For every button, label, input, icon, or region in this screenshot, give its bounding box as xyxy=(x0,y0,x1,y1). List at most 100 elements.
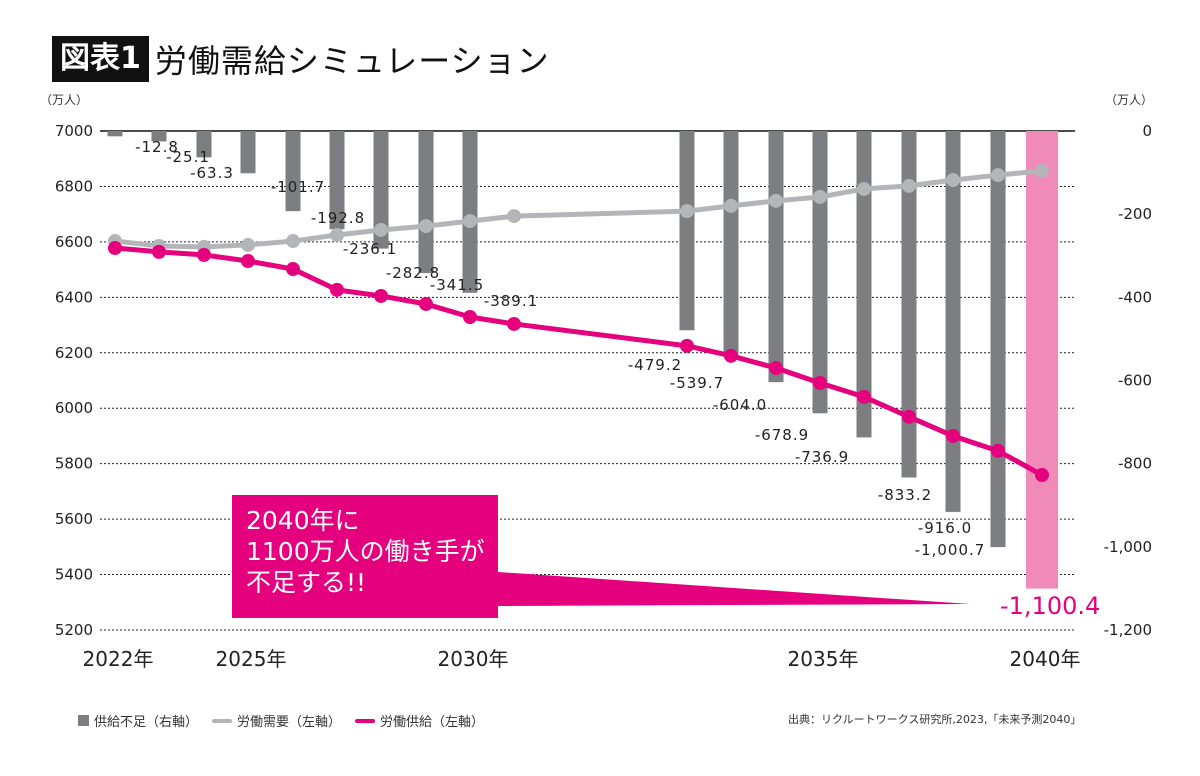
left-tick-label: 6000 xyxy=(55,399,93,417)
point-supply-2025 xyxy=(241,254,255,269)
right-tick-label: -1,000 xyxy=(1104,538,1152,556)
right-tick-label: -200 xyxy=(1118,205,1152,223)
bar-data-label: -25.1 xyxy=(166,148,210,166)
point-demand-2029 xyxy=(419,219,433,234)
x-tick-label: 2040年 xyxy=(1010,647,1081,671)
point-supply-2032 xyxy=(680,338,694,353)
bar-data-label-highlight: -1,100.4 xyxy=(1000,592,1100,620)
bar-shortage-2028 xyxy=(373,131,389,249)
point-supply-2026 xyxy=(286,262,300,277)
legend-swatch-line-icon xyxy=(212,718,233,723)
callout-line-1: 2040年に xyxy=(246,506,360,535)
point-supply-2036 xyxy=(857,389,871,404)
bar-shortage-2040 xyxy=(1026,131,1058,589)
point-demand-2035 xyxy=(813,189,827,204)
callout-box: 2040年に 1100万人の働き手が 不足する!! xyxy=(232,495,498,618)
x-tick-label: 2022年 xyxy=(83,647,154,671)
point-supply-2022 xyxy=(108,240,122,255)
left-tick-label: 5600 xyxy=(55,510,93,528)
point-demand-2030 xyxy=(463,214,477,229)
point-supply-2034 xyxy=(769,361,783,376)
point-demand-2031 xyxy=(507,209,521,224)
point-demand-2027 xyxy=(330,227,344,242)
bar-data-label: -916.0 xyxy=(918,519,972,537)
point-demand-2033 xyxy=(724,198,738,213)
bar-data-label: -389.1 xyxy=(484,292,538,310)
chart-title-block: 図表1 労働需給シミュレーション xyxy=(52,36,550,82)
point-supply-2023 xyxy=(152,244,166,259)
legend-label: 労働需要（左軸） xyxy=(237,715,342,730)
point-supply-2028 xyxy=(374,288,388,303)
point-demand-2039 xyxy=(991,168,1005,183)
point-supply-2040 xyxy=(1035,468,1049,483)
legend-swatch-line-icon xyxy=(355,718,376,723)
left-tick-label: 6400 xyxy=(55,288,93,306)
right-tick-label: -1,200 xyxy=(1104,621,1152,639)
bar-data-label: -63.3 xyxy=(190,164,234,182)
left-tick-label: 5800 xyxy=(55,455,93,473)
callout-line-2: 1100万人の働き手が xyxy=(246,537,485,566)
bar-data-label: -282.8 xyxy=(386,264,440,282)
bar-shortage-2025 xyxy=(240,131,256,174)
point-demand-2026 xyxy=(286,234,300,249)
bar-shortage-2023 xyxy=(151,131,167,142)
point-demand-2040 xyxy=(1035,163,1049,178)
right-axis-unit: （万人） xyxy=(1105,93,1153,107)
bar-shortage-2033 xyxy=(723,131,739,356)
point-demand-2034 xyxy=(769,193,783,208)
legend-item-demand: 労働需要（左軸） xyxy=(212,711,341,730)
point-supply-2033 xyxy=(724,348,738,363)
point-demand-2032 xyxy=(680,204,694,219)
chart-title: 労働需給シミュレーション xyxy=(154,42,550,80)
bar-data-label: -1,000.7 xyxy=(915,541,986,559)
legend-swatch-square-icon xyxy=(78,715,89,726)
bar-data-label: -192.8 xyxy=(311,209,365,227)
point-supply-2037 xyxy=(902,409,916,424)
point-supply-2029 xyxy=(419,296,433,311)
point-supply-2039 xyxy=(991,443,1005,458)
left-tick-label: 5200 xyxy=(55,621,93,639)
bar-shortage-2032 xyxy=(679,131,695,331)
point-supply-2030 xyxy=(463,310,477,325)
bar-data-label: -678.9 xyxy=(755,426,809,444)
point-demand-2028 xyxy=(374,222,388,237)
left-tick-label: 5400 xyxy=(55,566,93,584)
figure-badge: 図表1 xyxy=(52,36,149,82)
point-demand-2036 xyxy=(857,181,871,196)
point-supply-2035 xyxy=(813,375,827,390)
bar-shortage-2027 xyxy=(329,131,345,230)
left-tick-label: 6800 xyxy=(55,177,93,195)
legend-label: 供給不足（右軸） xyxy=(94,715,199,730)
point-supply-2031 xyxy=(507,316,521,331)
point-supply-2024 xyxy=(197,247,211,262)
right-tick-label: -400 xyxy=(1118,288,1152,306)
left-axis-unit: （万人） xyxy=(40,93,88,107)
source-note: 出典：リクルートワークス研究所,2023,「未来予測2040」 xyxy=(788,713,1082,726)
bar-shortage-2024 xyxy=(196,131,212,158)
bar-shortage-2039 xyxy=(990,131,1006,548)
bar-data-label: -101.7 xyxy=(271,178,325,196)
bar-shortage-2022 xyxy=(107,131,123,137)
point-demand-2038 xyxy=(946,173,960,188)
bar-shortage-2037 xyxy=(901,131,917,478)
legend-item-supply: 労働供給（左軸） xyxy=(355,711,484,730)
bar-data-label: -604.0 xyxy=(713,396,767,414)
bar-shortage-2035 xyxy=(812,131,828,414)
bar-data-label: -539.7 xyxy=(670,374,724,392)
bar-data-label: -236.1 xyxy=(343,240,397,258)
bar-data-label: -341.5 xyxy=(430,276,484,294)
bar-data-label: -479.2 xyxy=(628,356,682,374)
x-tick-label: 2025年 xyxy=(216,647,287,671)
bar-shortage-2030 xyxy=(462,131,478,293)
left-tick-label: 6600 xyxy=(55,233,93,251)
left-tick-label: 7000 xyxy=(55,122,93,140)
bar-data-label: -12.8 xyxy=(135,138,179,156)
bar-data-label: -736.9 xyxy=(795,448,849,466)
point-demand-2025 xyxy=(241,237,255,252)
bar-shortage-2029 xyxy=(418,131,434,274)
point-supply-2038 xyxy=(946,428,960,443)
right-tick-label: -800 xyxy=(1118,455,1152,473)
right-tick-label: 0 xyxy=(1142,122,1152,140)
legend-label: 労働供給（左軸） xyxy=(380,715,485,730)
